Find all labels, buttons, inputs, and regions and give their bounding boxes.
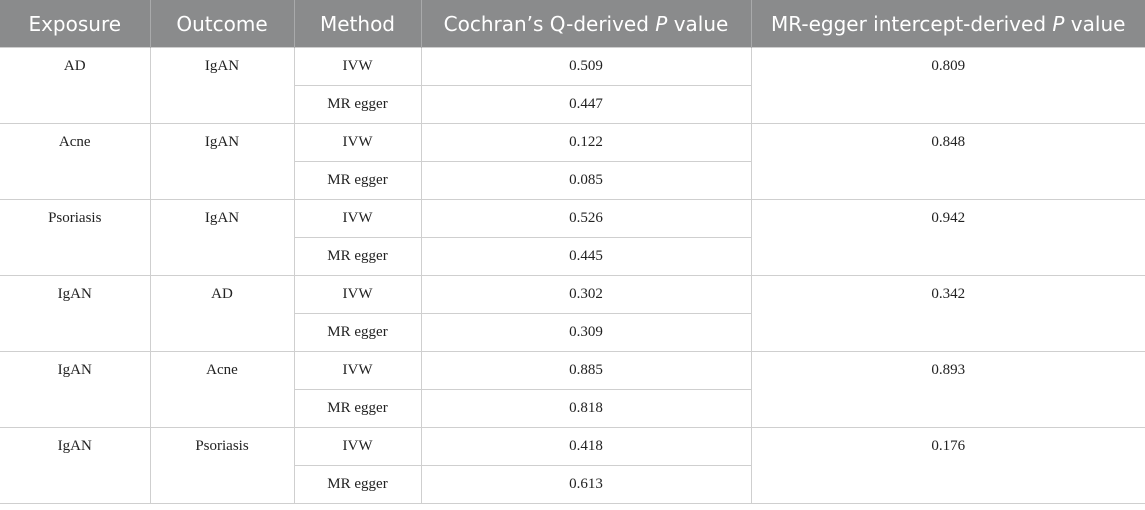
table-row: MR egger 0.613 [0,465,1145,504]
cell-cochran-p: 0.885 [420,351,752,390]
cell-outcome: Acne [149,351,295,428]
cell-egger-p: 0.942 [750,199,1145,276]
cell-cochran-p: 0.122 [420,123,752,162]
table-row: IgAN AD IVW 0.302 0.342 [0,275,1145,352]
header-cochran-p: Cochran’s Q-derived P value [421,0,752,48]
table-row: AD IgAN IVW 0.509 0.809 [0,47,1145,124]
cell-outcome: Psoriasis [149,427,295,504]
cell-exposure: AD [0,47,151,124]
cell-outcome: IgAN [149,199,295,276]
cell-egger-p: 0.848 [750,123,1145,200]
cell-cochran-p: 0.509 [420,47,752,86]
cell-method: IVW [293,47,422,86]
cell-outcome: AD [149,275,295,352]
cell-cochran-p: 0.447 [420,85,751,124]
cell-method: IVW [293,123,422,162]
cell-method: IVW [293,351,422,390]
table-row: MR egger 0.818 [0,389,1145,428]
header-exposure: Exposure [0,0,151,48]
table-row: Psoriasis IgAN IVW 0.526 0.942 [0,199,1145,276]
table-header: Exposure Outcome Method Cochran’s Q-deri… [0,0,1145,48]
header-cochran-suffix: value [667,11,729,36]
cell-egger-p: 0.893 [750,351,1145,428]
cell-exposure: IgAN [0,351,151,428]
cell-method: IVW [293,275,422,314]
table-row: MR egger 0.447 [0,85,1145,124]
cell-method: IVW [293,427,422,466]
cell-cochran-p: 0.445 [420,237,751,276]
cell-exposure: IgAN [0,427,151,504]
header-cochran-p-letter: P [655,11,668,36]
cell-method: IVW [293,199,422,238]
header-method: Method [294,0,422,48]
cell-cochran-p: 0.309 [420,313,751,352]
cell-outcome: IgAN [149,123,295,200]
header-egger-prefix: MR-egger intercept-derived [771,11,1053,36]
cell-exposure: IgAN [0,275,151,352]
table-row: MR egger 0.309 [0,313,1145,352]
table-row: Acne IgAN IVW 0.122 0.848 [0,123,1145,200]
header-row: Exposure Outcome Method Cochran’s Q-deri… [0,0,1145,48]
cell-egger-p: 0.342 [750,275,1145,352]
cell-exposure: Psoriasis [0,199,151,276]
header-egger-suffix: value [1064,11,1126,36]
cell-cochran-p: 0.418 [420,427,752,466]
cell-cochran-p: 0.085 [420,161,751,200]
cell-cochran-p: 0.526 [420,199,752,238]
cell-egger-p: 0.176 [750,427,1145,504]
cell-egger-p: 0.809 [750,47,1145,124]
cell-method: MR egger [294,161,422,200]
cell-method: MR egger [294,237,422,276]
cell-outcome: IgAN [149,47,295,124]
table-row: IgAN Acne IVW 0.885 0.893 [0,351,1145,428]
cell-cochran-p: 0.613 [420,465,751,504]
cell-method: MR egger [294,85,422,124]
cell-method: MR egger [294,389,422,428]
cell-exposure: Acne [0,123,151,200]
header-egger-p: MR-egger intercept-derived P value [751,0,1145,48]
cell-method: MR egger [294,313,422,352]
header-egger-p-letter: P [1052,11,1065,36]
header-cochran-prefix: Cochran’s Q-derived [443,11,656,36]
cell-cochran-p: 0.302 [420,275,752,314]
cell-cochran-p: 0.818 [420,389,751,428]
header-outcome: Outcome [150,0,295,48]
table-body: AD IgAN IVW 0.509 0.809 MR egger 0.447 A… [0,47,1145,504]
cell-method: MR egger [294,465,422,504]
table-row: IgAN Psoriasis IVW 0.418 0.176 [0,427,1145,504]
